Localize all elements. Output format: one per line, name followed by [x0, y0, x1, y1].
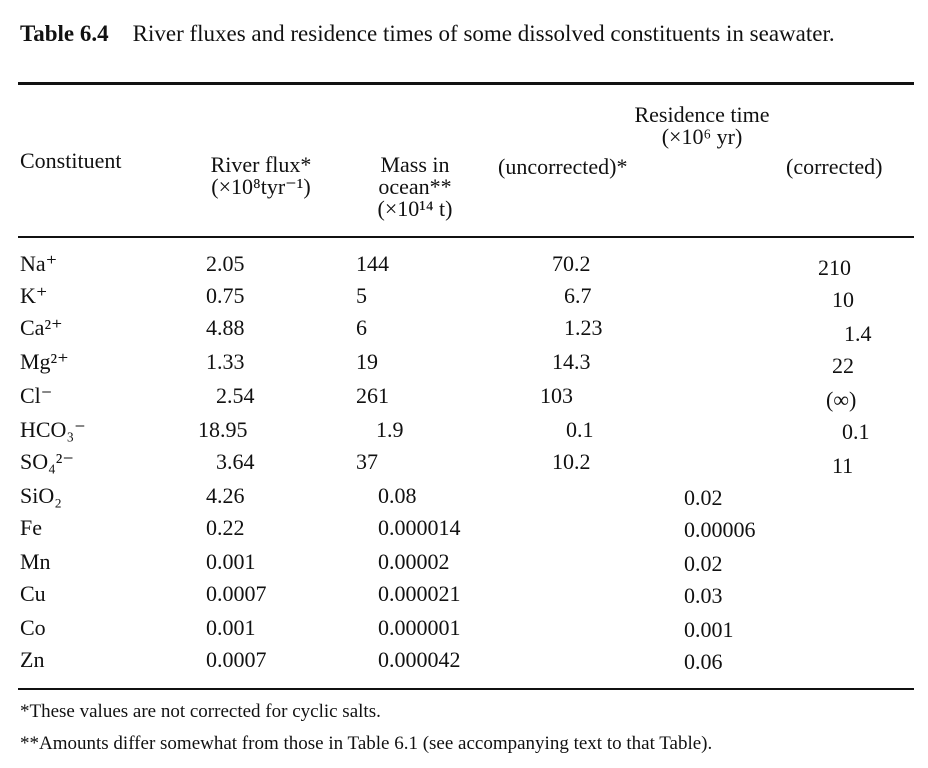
corrected-cell: 210 — [818, 255, 851, 280]
corrected-cell: 11 — [832, 453, 854, 478]
header-mass: Mass in ocean** (×10¹⁴ t) — [350, 154, 480, 220]
mass-cell: 1.9 — [376, 417, 404, 442]
flux-cell: 0.22 — [206, 515, 245, 540]
header-river-flux: River flux* (×10⁸tyr⁻¹) — [176, 154, 346, 198]
constituent-cell: SO₄²⁻ — [20, 449, 75, 474]
flux-cell: 3.64 — [216, 449, 255, 474]
table-label: Table 6.4 — [20, 21, 109, 46]
residence-cell: 0.02 — [684, 551, 723, 576]
constituent-cell: Cu — [20, 581, 46, 606]
uncorrected-cell: 14.3 — [552, 349, 591, 374]
flux-cell: 0.0007 — [206, 581, 267, 606]
constituent-cell: Mg²⁺ — [20, 349, 69, 374]
mass-cell: 0.00002 — [378, 549, 450, 574]
flux-cell: 18.95 — [198, 417, 248, 442]
constituent-cell: Mn — [20, 549, 51, 574]
flux-cell: 4.26 — [206, 483, 245, 508]
header-corrected: (corrected) — [786, 154, 883, 179]
constituent-cell: Co — [20, 615, 46, 640]
header-residence-unit: (×10⁶ yr) — [661, 124, 743, 149]
mass-cell: 5 — [356, 283, 367, 308]
uncorrected-cell: 70.2 — [552, 251, 591, 276]
constituent-cell: SiO₂ — [20, 483, 62, 508]
header-constituent: Constituent — [20, 148, 122, 173]
constituent-cell: Na⁺ — [20, 251, 58, 276]
mass-cell: 0.000001 — [378, 615, 461, 640]
uncorrected-cell: 10.2 — [552, 449, 591, 474]
uncorrected-cell: 6.7 — [564, 283, 592, 308]
header-mass-unit: (×10¹⁴ t) — [377, 196, 453, 221]
mass-cell: 0.000021 — [378, 581, 461, 606]
header-rule — [18, 236, 914, 238]
corrected-cell: (∞) — [826, 387, 857, 412]
corrected-cell: 10 — [832, 287, 854, 312]
uncorrected-cell: 103 — [540, 383, 573, 408]
footnote-1: *These values are not corrected for cycl… — [20, 701, 381, 722]
constituent-cell: Fe — [20, 515, 42, 540]
constituent-cell: Cl⁻ — [20, 383, 53, 408]
header-residence-label: Residence time — [634, 102, 770, 127]
flux-cell: 0.001 — [206, 615, 256, 640]
table-title: River fluxes and residence times of some… — [132, 21, 835, 46]
flux-cell: 4.88 — [206, 315, 245, 340]
mass-cell: 261 — [356, 383, 389, 408]
uncorrected-cell: 1.23 — [564, 315, 603, 340]
header-mass-line1: Mass in — [380, 152, 450, 177]
header-river-flux-unit: (×10⁸tyr⁻¹) — [211, 174, 311, 199]
header-river-flux-label: River flux* — [210, 152, 312, 177]
residence-cell: 0.02 — [684, 485, 723, 510]
footnote-2: **Amounts differ somewhat from those in … — [20, 733, 713, 754]
mass-cell: 144 — [356, 251, 389, 276]
corrected-cell: 1.4 — [844, 321, 872, 346]
mass-cell: 6 — [356, 315, 367, 340]
residence-cell: 0.001 — [684, 617, 734, 642]
residence-cell: 0.03 — [684, 583, 723, 608]
constituent-cell: K⁺ — [20, 283, 48, 308]
uncorrected-cell: 0.1 — [566, 417, 594, 442]
mass-cell: 0.08 — [378, 483, 417, 508]
mass-cell: 0.000042 — [378, 647, 461, 672]
residence-cell: 0.06 — [684, 649, 723, 674]
flux-cell: 0.001 — [206, 549, 256, 574]
bottom-rule — [18, 688, 914, 690]
residence-cell: 0.00006 — [684, 517, 756, 542]
mass-cell: 19 — [356, 349, 378, 374]
flux-cell: 2.54 — [216, 383, 255, 408]
flux-cell: 0.75 — [206, 283, 245, 308]
header-mass-line2: ocean** — [378, 174, 452, 199]
corrected-cell: 0.1 — [842, 419, 870, 444]
header-uncorrected: (uncorrected)* — [498, 154, 628, 179]
constituent-cell: Zn — [20, 647, 45, 672]
flux-cell: 0.0007 — [206, 647, 267, 672]
mass-cell: 37 — [356, 449, 378, 474]
constituent-cell: Ca²⁺ — [20, 315, 63, 340]
flux-cell: 2.05 — [206, 251, 245, 276]
table-caption: Table 6.4 River fluxes and residence time… — [20, 22, 910, 46]
flux-cell: 1.33 — [206, 349, 245, 374]
mass-cell: 0.000014 — [378, 515, 461, 540]
top-rule — [18, 82, 914, 85]
corrected-cell: 22 — [832, 353, 854, 378]
header-residence: Residence time (×10⁶ yr) — [592, 104, 812, 148]
constituent-cell: HCO₃⁻ — [20, 417, 86, 442]
